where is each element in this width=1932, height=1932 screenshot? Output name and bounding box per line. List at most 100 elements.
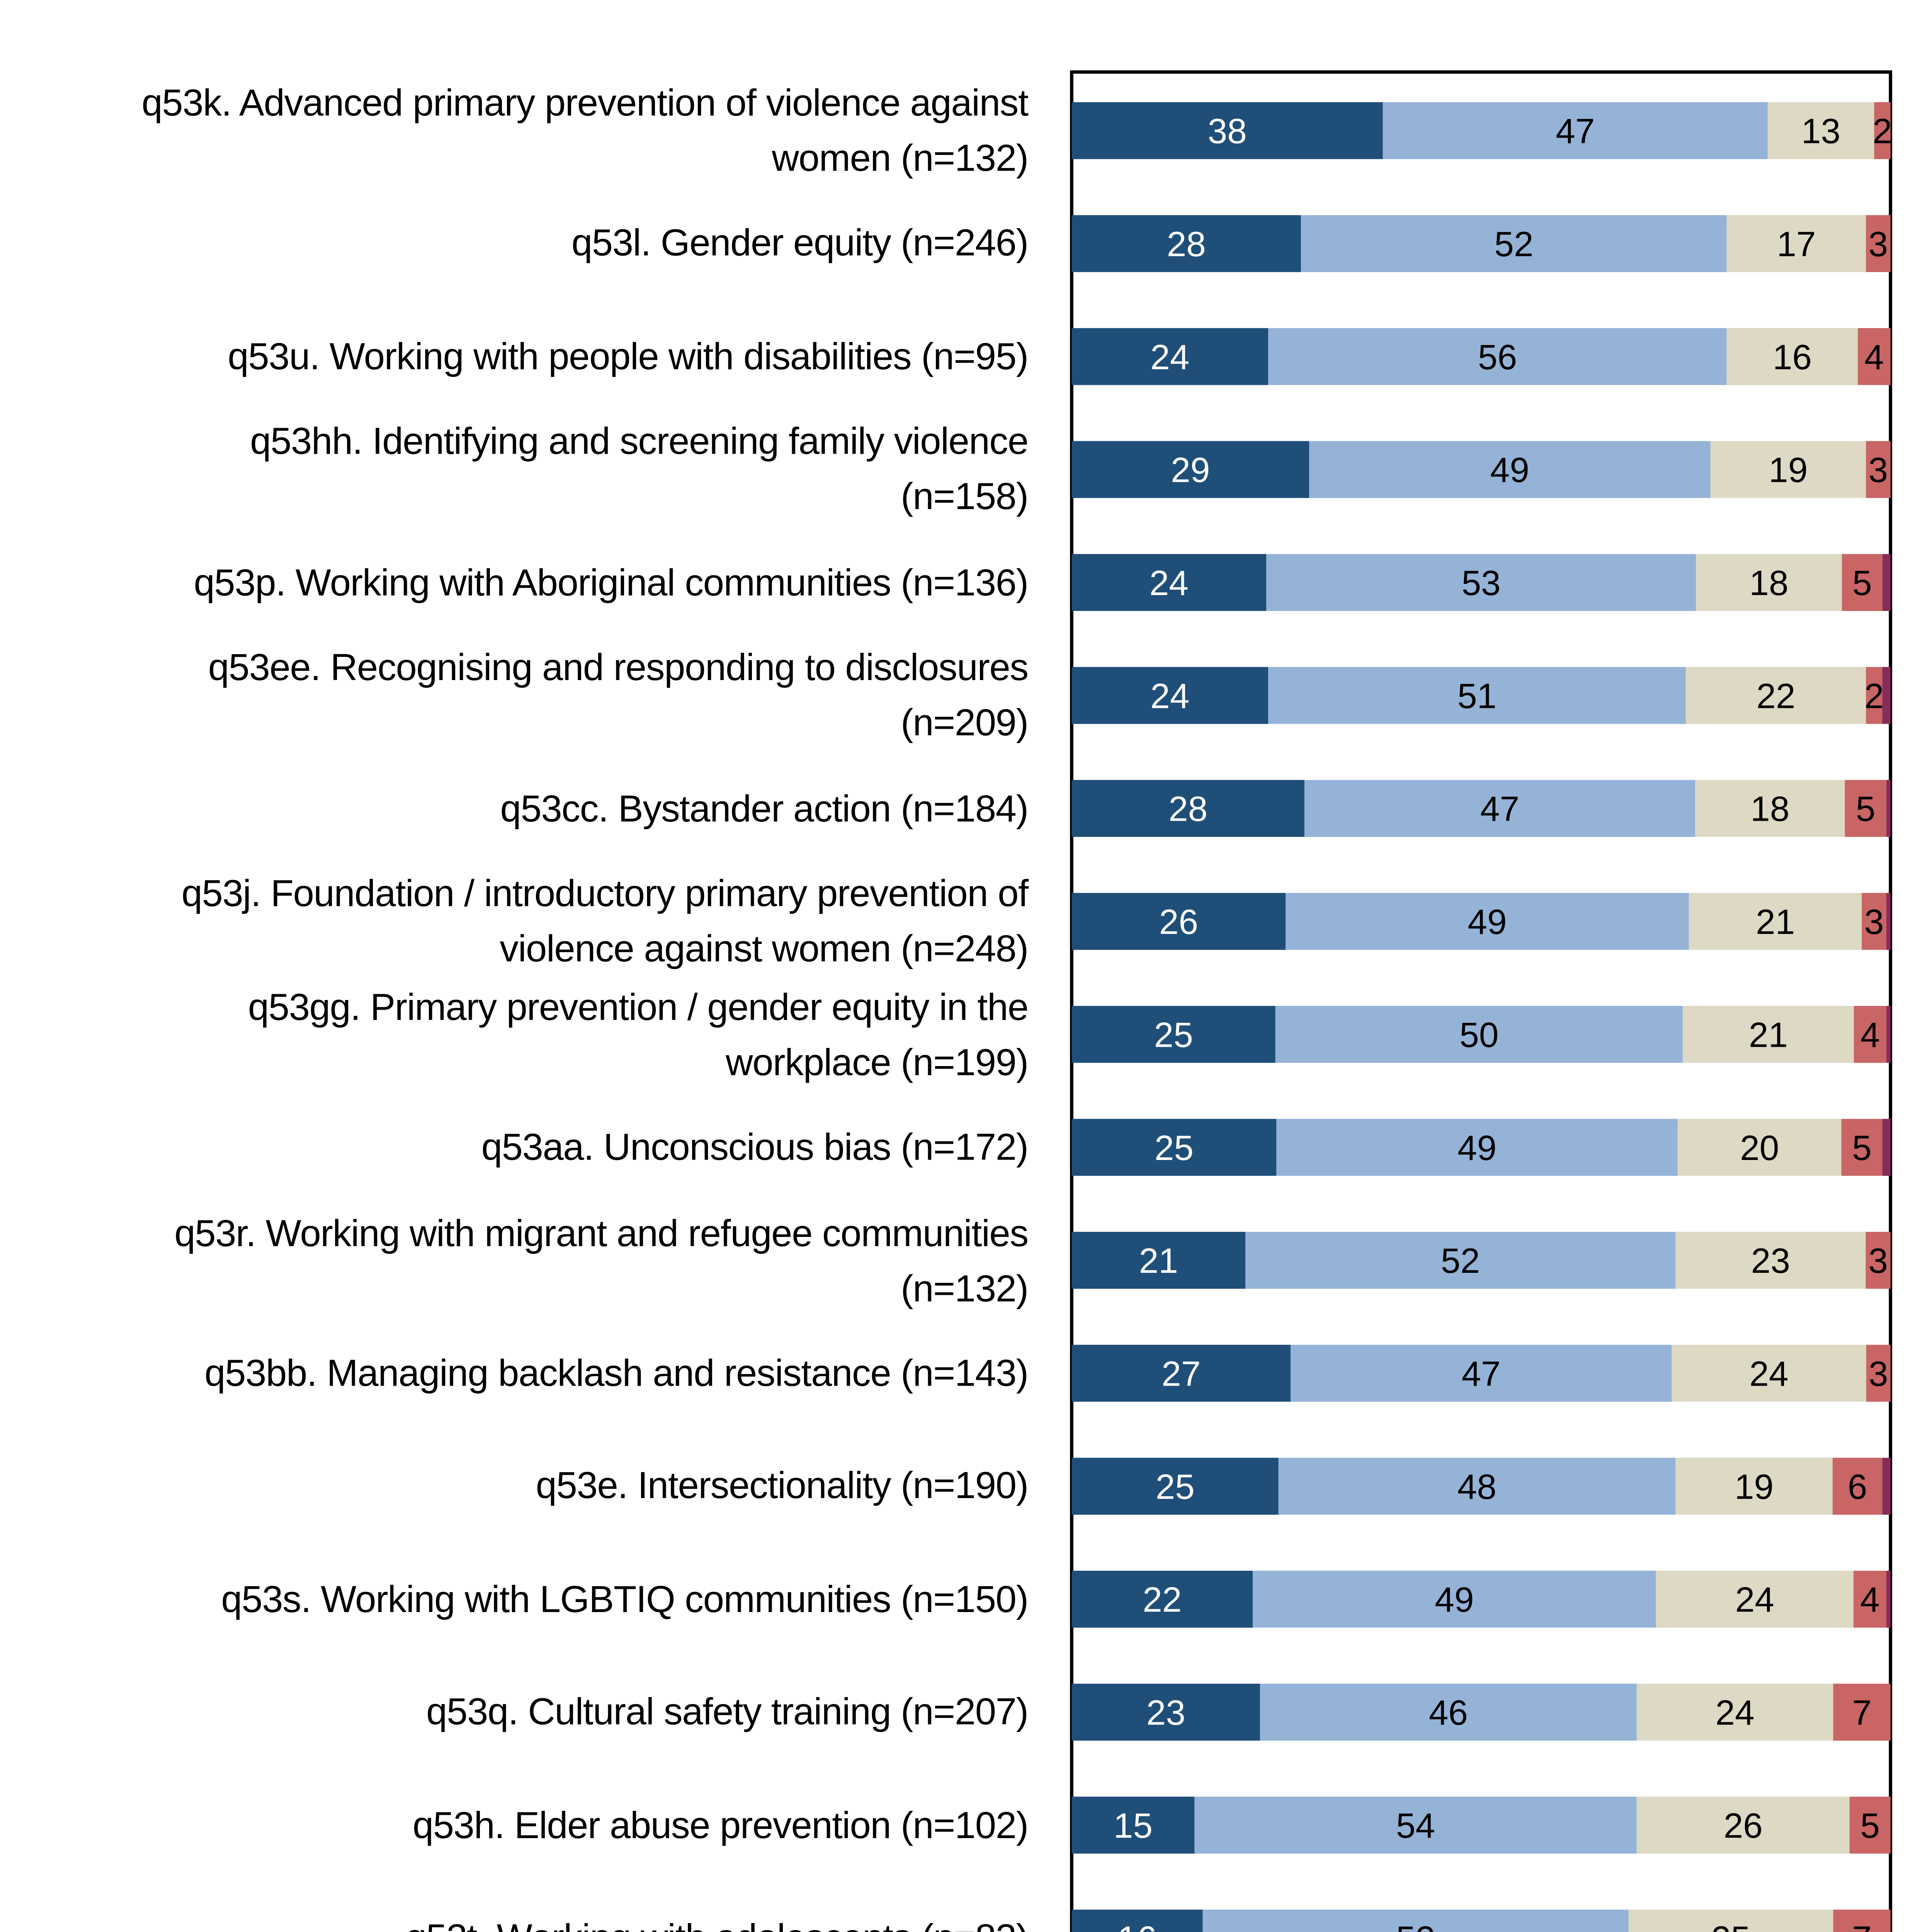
bar-segment-slightly-helpful: [1862, 893, 1886, 950]
bar-segment-slightly-helpful: [1866, 1345, 1891, 1402]
helpful-percent: 69%: [1926, 1801, 1932, 1850]
bar-segment-moderately-helpful: [1685, 667, 1866, 724]
bar-segment-moderately-helpful: [1656, 1571, 1854, 1628]
category-label: q53cc. Bystander action (n=184): [0, 781, 1029, 836]
category-label-line: q53bb. Managing backlash and resistance …: [204, 1352, 1029, 1395]
bar-value-label: 5: [1856, 790, 1876, 829]
category-label-line: q53h. Elder abuse prevention (n=102): [412, 1804, 1029, 1846]
bar-segment-moderately-helpful: [1726, 215, 1866, 272]
category-label-line: q53k. Advanced primary prevention of vio…: [141, 82, 1029, 124]
bar-segment-very-helpful: [1266, 554, 1696, 611]
bar-segment-moderately-helpful: [1636, 1796, 1850, 1854]
bar-segment-slightly-helpful: [1842, 554, 1883, 611]
bar-value-label: 21: [1139, 1242, 1178, 1281]
category-label-line: violence against women (n=248): [500, 928, 1029, 970]
bar-value-label: 27: [1162, 1354, 1201, 1393]
helpful-percent: 75%: [1926, 1010, 1932, 1059]
bar-segment-extremely-helpful: [1071, 328, 1269, 385]
category-label: q53k. Advanced primary prevention of vio…: [0, 75, 1029, 186]
bar-segment-moderately-helpful: [1636, 1684, 1833, 1741]
bar-segment-not-helpful-at-all: [1886, 1006, 1891, 1063]
bar-value-label: 3: [1869, 1354, 1888, 1393]
bar-value-label: 24: [1749, 1354, 1788, 1393]
bar-value-label: 18: [1750, 790, 1789, 829]
category-label-line: q53cc. Bystander action (n=184): [500, 787, 1029, 830]
bar-value-label: 18: [1749, 564, 1788, 603]
bar-value-label: 49: [1468, 903, 1507, 942]
bar-segment-very-helpful: [1309, 441, 1711, 498]
helpful-percent: 73%: [1926, 1349, 1932, 1398]
bar-value-label: 28: [1168, 790, 1208, 829]
category-label-line: (n=132): [901, 1267, 1029, 1309]
bar-segment-moderately-helpful: [1677, 1119, 1842, 1176]
bar-segment-not-helpful-at-all: [1882, 554, 1891, 611]
bar-segment-slightly-helpful: [1866, 1231, 1891, 1289]
bar-segment-slightly-helpful: [1832, 1458, 1883, 1515]
helpful-percent: 76%: [1926, 558, 1932, 607]
bar-segment-extremely-helpful: [1071, 1345, 1291, 1402]
helpful-percent: 75%: [1926, 897, 1932, 946]
helpful-percent: 73%: [1926, 1236, 1932, 1285]
bar-value-label: 23: [1751, 1242, 1790, 1281]
bar-segment-moderately-helpful: [1675, 1458, 1833, 1515]
category-label: q53u. Working with people with disabilit…: [0, 329, 1029, 384]
bar-segment-not-helpful-at-all: [1886, 893, 1891, 950]
bar-segment-very-helpful: [1202, 1910, 1629, 1932]
helpful-percent: 76%: [1926, 671, 1932, 720]
category-label: q53gg. Primary prevention / gender equit…: [0, 979, 1029, 1090]
category-label: q53q. Cultural safety training (n=207): [0, 1685, 1029, 1740]
category-label: q53l. Gender equity (n=246): [0, 216, 1029, 271]
bar-segment-slightly-helpful: [1854, 1006, 1887, 1063]
bar-segment-moderately-helpful: [1682, 1006, 1854, 1063]
bar-segment-very-helpful: [1291, 1345, 1672, 1402]
bar-segment-slightly-helpful: [1853, 1571, 1886, 1628]
bar-value-label: 16: [1773, 338, 1812, 377]
category-label: q53r. Working with migrant and refugee c…: [0, 1205, 1029, 1316]
helpful-percent: 80%: [1926, 219, 1932, 268]
bar-segment-extremely-helpful: [1071, 554, 1267, 611]
bar-segment-slightly-helpful: [1833, 1910, 1891, 1932]
bar-value-label: 2: [1872, 112, 1892, 151]
bar-segment-extremely-helpful: [1071, 1119, 1277, 1176]
category-label: q53hh. Identifying and screening family …: [0, 414, 1029, 525]
bar-segment-very-helpful: [1276, 1119, 1678, 1176]
bar-value-label: 25: [1155, 1129, 1194, 1168]
bar-segment-moderately-helpful: [1767, 102, 1874, 159]
category-label-line: q53t. Working with adolescents (n=83): [0, 1910, 1029, 1932]
bar-segment-extremely-helpful: [1071, 1796, 1195, 1854]
bar-value-label: 52: [1441, 1242, 1480, 1281]
bar-value-label: 19: [1769, 451, 1808, 490]
bar-value-label: 49: [1490, 451, 1529, 490]
category-label-line: (n=158): [901, 476, 1029, 518]
bar-segment-very-helpful: [1286, 893, 1689, 950]
bar-segment-very-helpful: [1275, 1006, 1683, 1063]
bar-value-label: 47: [1556, 112, 1595, 151]
bar-value-label: 24: [1150, 677, 1189, 716]
category-label-line: q53ee. Recognising and responding to dis…: [208, 647, 1029, 689]
bar-segment-extremely-helpful: [1071, 1231, 1246, 1289]
bar-value-label: 20: [1740, 1129, 1779, 1168]
bar-value-label: 49: [1458, 1129, 1497, 1168]
category-label: q53p. Working with Aboriginal communitie…: [0, 555, 1029, 610]
bar-value-label: 19: [1735, 1468, 1774, 1507]
bar-value-label: 15: [1114, 1806, 1153, 1845]
bar-value-label: 52: [1396, 1919, 1435, 1932]
bar-segment-slightly-helpful: [1841, 1119, 1883, 1176]
bar-value-label: 5: [1852, 564, 1872, 603]
bar-segment-extremely-helpful: [1071, 667, 1269, 724]
bar-value-label: 6: [1848, 1468, 1867, 1507]
bar-segment-not-helpful-at-all: [1882, 667, 1891, 724]
category-label-line: workplace (n=199): [726, 1041, 1029, 1083]
category-label-line: q53p. Working with Aboriginal communitie…: [194, 561, 1029, 604]
bar-segment-not-helpful-at-all: [1882, 1119, 1891, 1176]
bar-value-label: 38: [1208, 112, 1247, 151]
bar-segment-extremely-helpful: [1071, 441, 1310, 498]
bar-segment-slightly-helpful: [1866, 215, 1891, 272]
bar-value-label: 24: [1715, 1694, 1754, 1733]
bar-segment-slightly-helpful: [1833, 1684, 1891, 1741]
helpful-percent: 69%: [1926, 1688, 1932, 1736]
bar-value-label: 29: [1171, 451, 1210, 490]
bar-value-label: 22: [1143, 1580, 1182, 1619]
category-label: q53e. Intersectionality (n=190): [0, 1459, 1029, 1514]
bar-segment-moderately-helpful: [1696, 554, 1842, 611]
